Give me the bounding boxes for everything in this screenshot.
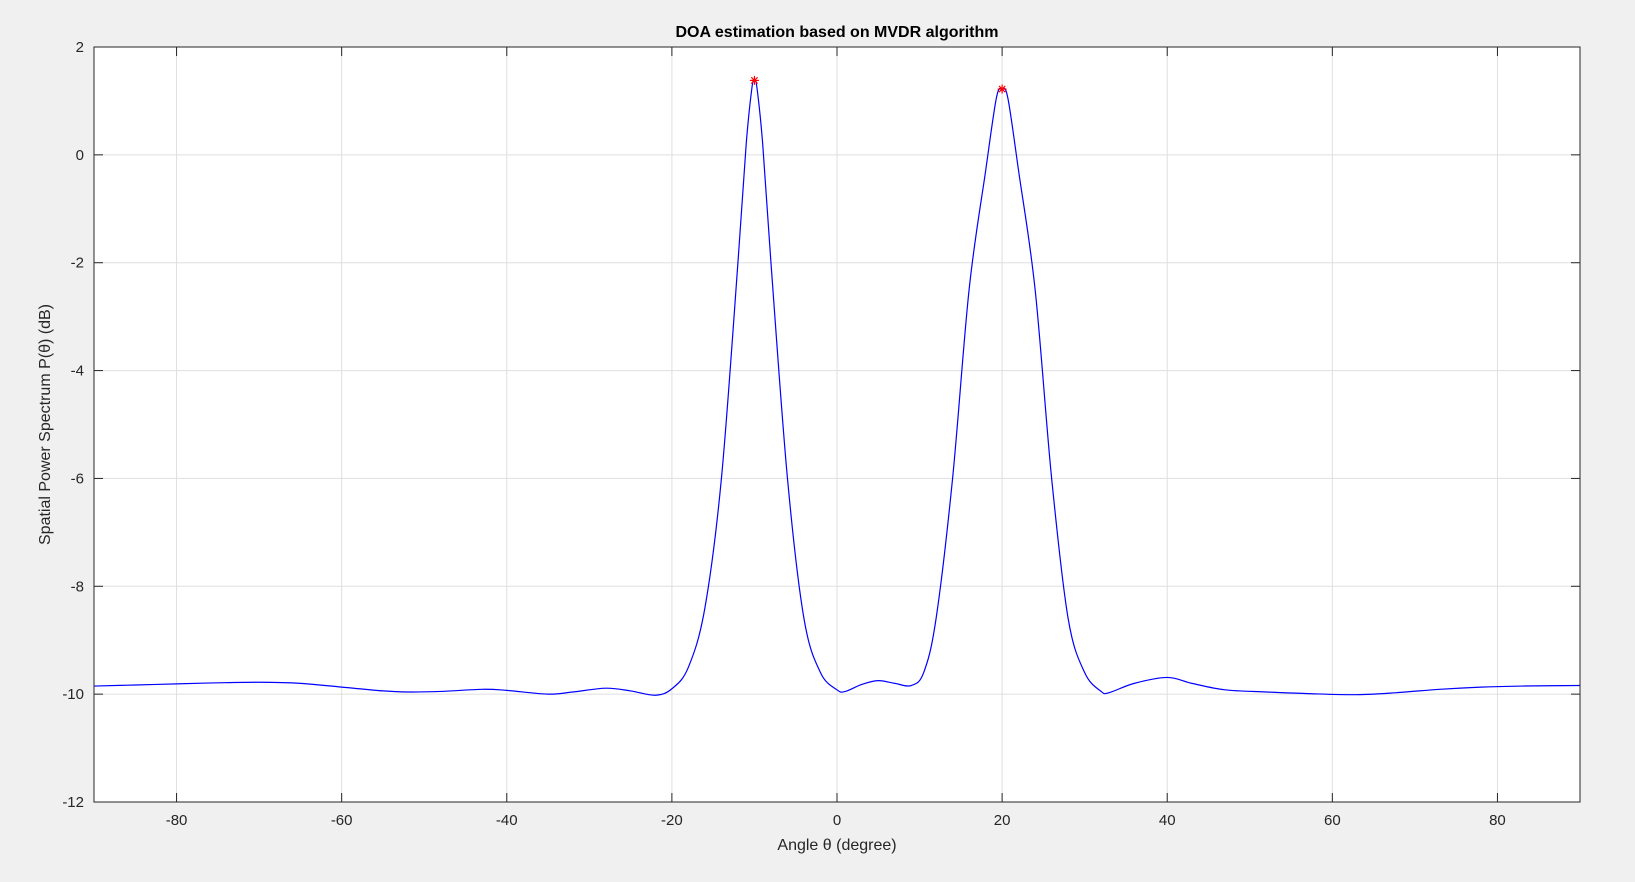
spectrum-line (93, 79, 1581, 696)
chart-title: DOA estimation based on MVDR algorithm (676, 24, 999, 41)
y-tick-label: -6 (71, 470, 84, 487)
x-tick-label: 20 (994, 812, 1011, 829)
x-tick-label: -40 (496, 812, 518, 829)
x-tick-label: 0 (833, 812, 841, 829)
x-axis-label: Angle θ (degree) (777, 837, 896, 854)
y-tick-label: -4 (71, 363, 84, 380)
y-tick-label: 2 (76, 39, 84, 56)
y-axis-label: Spatial Power Spectrum P(θ) (dB) (37, 304, 54, 545)
x-tick-label: 40 (1159, 812, 1176, 829)
x-tick-label: -80 (166, 812, 188, 829)
x-tick-label: 80 (1489, 812, 1506, 829)
x-tick-label: -60 (331, 812, 353, 829)
x-tick-label: 60 (1324, 812, 1341, 829)
peak-marker (997, 84, 1007, 94)
x-tick-label: -20 (661, 812, 683, 829)
series-layer (93, 79, 1581, 696)
y-tick-label: -2 (71, 255, 84, 272)
y-tick-label: -8 (71, 578, 84, 595)
y-tick-label: -10 (62, 686, 84, 703)
y-tick-label: 0 (76, 147, 84, 164)
peak-markers (749, 75, 1007, 94)
y-tick-label: -12 (62, 794, 84, 811)
peak-marker (749, 75, 759, 85)
